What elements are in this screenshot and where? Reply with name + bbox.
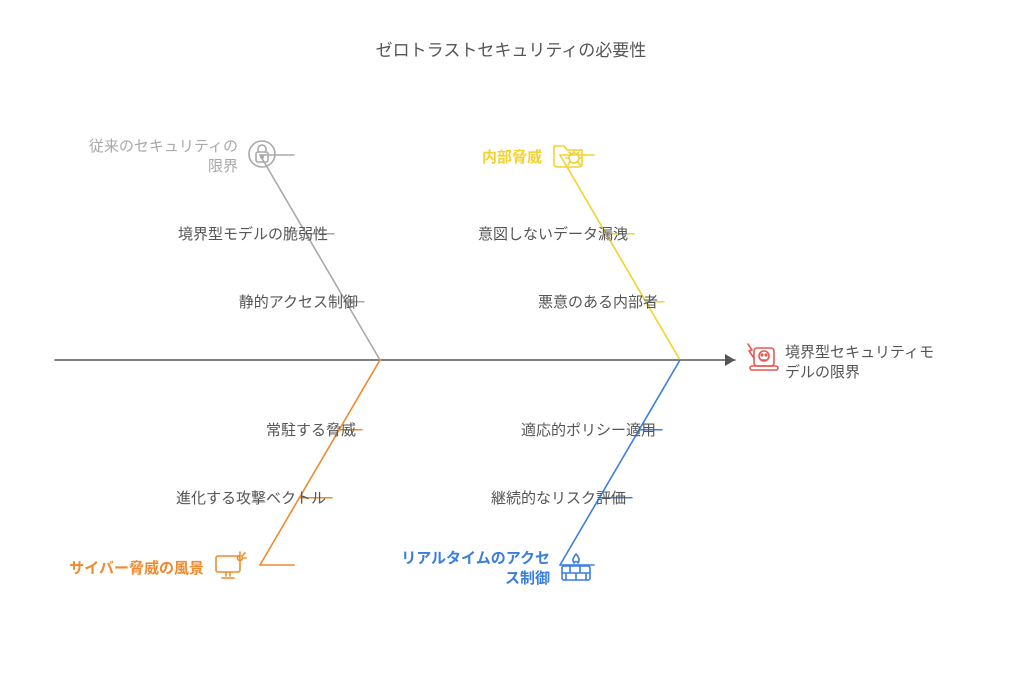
bone-item: 継続的なリスク評価 [491, 488, 626, 508]
head-label: 境界型セキュリティモ デルの限界 [785, 342, 934, 383]
category-label-traditional: 従来のセキュリティの 限界 [89, 136, 238, 177]
fishbone-diagram: ゼロトラストセキュリティの必要性 境界型セキュリティモ デルの限界 従来のセキュ… [0, 0, 1022, 686]
bone-item: 適応的ポリシー適用 [521, 420, 656, 440]
category-label-insider: 内部脅威 [482, 147, 542, 167]
bone-item: 意図しないデータ漏洩 [478, 224, 628, 244]
bone-item: 境界型モデルの脆弱性 [178, 224, 328, 244]
bone-item: 常駐する脅威 [266, 420, 356, 440]
bone-item: 悪意のある内部者 [538, 292, 658, 312]
category-label-cyber: サイバー脅威の風景 [69, 558, 204, 578]
bone-item: 進化する攻撃ベクトル [176, 488, 326, 508]
bone-item: 静的アクセス制御 [239, 292, 358, 312]
category-label-realtime: リアルタイムのアクセ ス制御 [401, 548, 550, 589]
